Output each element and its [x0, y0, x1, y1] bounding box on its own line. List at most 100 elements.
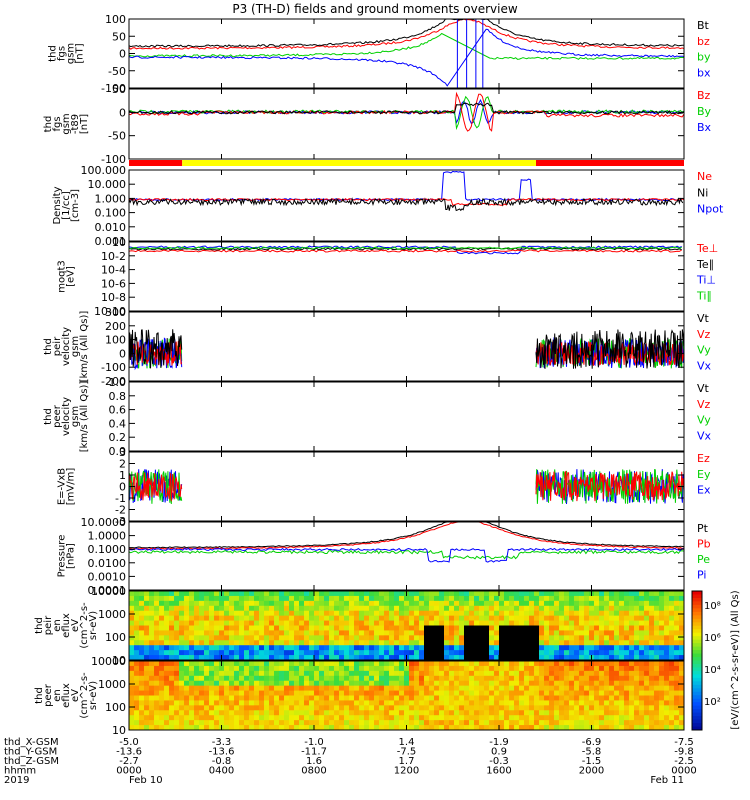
spectrogram-cell: [634, 665, 640, 672]
spectrogram-cell: [639, 710, 645, 716]
spectrogram-cell: [334, 595, 340, 602]
series-Ez: [535, 470, 685, 502]
y-axis-label: Density[1/cc][cm-3]: [52, 186, 81, 224]
spectrogram-cell: [194, 685, 200, 692]
spectrogram-cell: [499, 640, 505, 646]
spectrogram-cell: [679, 620, 685, 626]
spectrogram-cell: [219, 600, 225, 607]
spectrogram-cell: [549, 690, 555, 696]
spectrogram-cell: [414, 710, 420, 716]
spectrogram-cell: [209, 661, 215, 667]
spectrogram-cell: [494, 630, 500, 636]
spectrogram-cell: [159, 665, 165, 672]
spectrogram-cell: [579, 695, 585, 701]
spectrogram-cell: [654, 695, 660, 701]
spectrogram-cell: [439, 610, 445, 617]
spectrogram-cell: [624, 605, 630, 612]
spectrogram-cell: [274, 700, 280, 706]
spectrogram-cell: [444, 685, 450, 692]
colorbar-cell: [692, 639, 702, 644]
spectrogram-cell: [404, 640, 410, 646]
spectrogram-cell: [189, 710, 195, 716]
spectrogram-cell: [349, 720, 355, 726]
spectrogram-cell: [354, 600, 360, 607]
spectrogram-cell: [354, 700, 360, 706]
spectrogram-cell: [479, 670, 485, 677]
spectrogram-cell: [679, 645, 685, 651]
spectrogram-cell: [549, 710, 555, 716]
spectrogram-cell: [509, 705, 515, 711]
spectrogram-cell: [359, 685, 365, 692]
spectrogram-cell: [499, 670, 505, 677]
spectrogram-cell: [584, 655, 590, 661]
spectrogram-cell: [549, 695, 555, 701]
spectrogram-cell: [524, 591, 530, 597]
spectrogram-cell: [439, 640, 445, 646]
spectrogram-cell: [459, 720, 465, 726]
spectrogram-cell: [159, 591, 165, 597]
spectrogram-cell: [614, 645, 620, 651]
spectrogram-cell: [219, 645, 225, 651]
spectrogram-cell: [269, 605, 275, 612]
spectrogram-cell: [499, 625, 505, 631]
spectrogram-cell: [334, 591, 340, 597]
spectrogram-cell: [344, 655, 350, 661]
spectrogram-cell: [659, 725, 665, 731]
series-Te-perp: [128, 249, 682, 253]
spectrogram-cell: [479, 680, 485, 687]
spectrogram-cell: [139, 650, 145, 656]
spectrogram-cell: [619, 615, 625, 622]
spectrogram-cell: [219, 705, 225, 711]
colorbar-cell: [692, 604, 702, 609]
spectrogram-cell: [339, 650, 345, 656]
spectrogram-cell: [444, 675, 450, 682]
spectrogram-cell: [454, 625, 460, 631]
y-axis-label-line: Pressure: [57, 535, 68, 578]
spectrogram-cell: [229, 630, 235, 636]
spectrogram-cell: [339, 720, 345, 726]
spectrogram-cell: [304, 705, 310, 711]
spectrogram-cell: [149, 591, 155, 597]
spectrogram-cell: [494, 640, 500, 646]
spectrogram-cell: [524, 705, 530, 711]
spectrogram-cell: [639, 630, 645, 636]
spectrogram-cell: [299, 695, 305, 701]
spectrogram-cell: [294, 700, 300, 706]
spectrogram-cell: [624, 715, 630, 721]
spectrogram-cell: [504, 685, 510, 692]
spectrogram-cell: [524, 665, 530, 672]
spectrogram-cell: [519, 655, 525, 661]
spectrogram-cell: [679, 680, 685, 687]
spectrogram-cell: [454, 665, 460, 672]
spectrogram-cell: [494, 655, 500, 661]
spectrogram-cell: [519, 640, 525, 646]
spectrogram-cell: [484, 645, 490, 651]
orbit-row-value: 1.7: [399, 756, 415, 767]
spectrogram-cell: [659, 680, 665, 687]
spectrogram-cell: [309, 645, 315, 651]
spectrogram-cell: [134, 720, 140, 726]
spectrogram-cell: [614, 615, 620, 622]
spectrogram-cell: [634, 715, 640, 721]
spectrogram-cell: [494, 595, 500, 602]
spectrogram-cell: [244, 645, 250, 651]
spectrogram-cell: [284, 665, 290, 672]
spectrogram-cell: [519, 630, 525, 636]
spectrogram-cell: [194, 625, 200, 631]
spectrogram-cell: [404, 650, 410, 656]
spectrogram-cell: [334, 715, 340, 721]
spectrogram-cell: [219, 695, 225, 701]
spectrogram-cell: [534, 640, 540, 646]
spectrogram-cell: [434, 600, 440, 607]
spectrogram-cell: [184, 650, 190, 656]
spectrogram-cell: [234, 725, 240, 731]
y-tick-label: 100: [105, 701, 126, 714]
spectrogram-cell: [484, 600, 490, 607]
spectrogram-cell: [154, 690, 160, 696]
spectrogram-cell: [224, 680, 230, 687]
spectrogram-cell: [514, 655, 520, 661]
spectrogram-cell: [679, 595, 685, 602]
spectrogram-cell: [464, 665, 470, 672]
spectrogram-cell: [429, 700, 435, 706]
spectrogram-cell: [519, 680, 525, 687]
